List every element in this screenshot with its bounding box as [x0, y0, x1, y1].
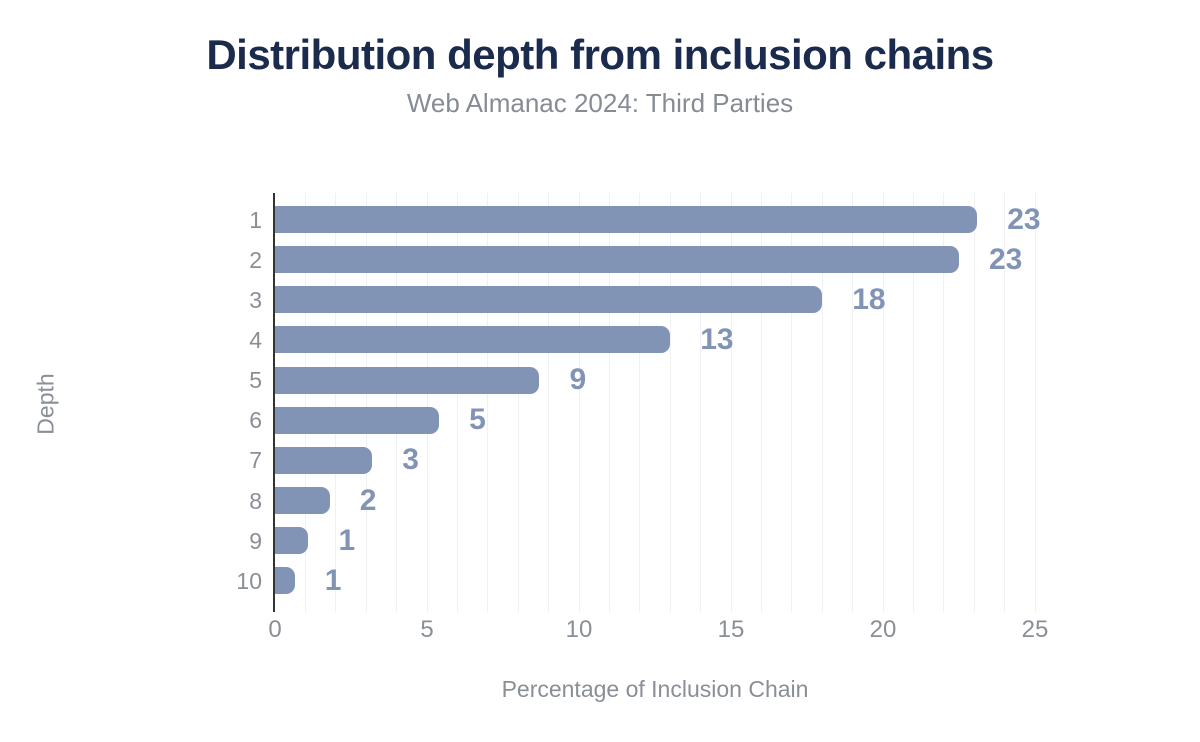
gridline — [487, 193, 489, 612]
y-tick-label-depth-4: 4 — [249, 326, 262, 353]
bar-value-label-depth-6: 5 — [469, 403, 486, 437]
gridline — [730, 193, 732, 612]
bar-value-label-depth-2: 23 — [989, 242, 1023, 276]
x-tick-label-20: 20 — [869, 616, 897, 643]
y-tick-label-depth-8: 8 — [249, 487, 262, 514]
bar-value-label-depth-1: 23 — [1007, 202, 1041, 236]
y-tick-label-depth-7: 7 — [249, 447, 262, 474]
bar-depth-8 — [275, 487, 330, 515]
bar-value-label-depth-10: 1 — [324, 563, 342, 597]
gridline — [639, 193, 641, 612]
bar-depth-5 — [275, 366, 540, 394]
x-tick-label-0: 0 — [268, 616, 282, 643]
y-tick-label-depth-5: 5 — [249, 367, 262, 394]
chart-subtitle: Web Almanac 2024: Third Parties — [406, 88, 794, 118]
bar-depth-3 — [275, 286, 823, 314]
y-tick-label-depth-1: 1 — [249, 206, 262, 233]
bar-depth-10 — [275, 567, 295, 595]
gridline — [943, 193, 945, 612]
y-tick-label-depth-6: 6 — [249, 407, 262, 434]
gridline — [396, 193, 398, 612]
gridline — [335, 193, 337, 612]
gridline — [669, 193, 671, 612]
gridline — [304, 193, 306, 612]
x-tick-label-10: 10 — [565, 616, 593, 643]
x-tick-label-5: 5 — [420, 616, 434, 643]
chart-title: Distribution depth from inclusion chains — [206, 31, 994, 78]
gridline — [426, 193, 428, 612]
bar-depth-6 — [275, 406, 440, 434]
y-tick-label-depth-3: 3 — [249, 286, 262, 313]
gridline — [760, 193, 762, 612]
bar-depth-7 — [275, 446, 373, 474]
gridline — [578, 193, 580, 612]
gridline — [456, 193, 458, 612]
gridline — [912, 193, 914, 612]
x-tick-label-25: 25 — [1021, 616, 1049, 643]
gridline — [791, 193, 793, 612]
bar-depth-1 — [275, 206, 978, 233]
gridline — [548, 193, 550, 612]
x-axis-title: Percentage of Inclusion Chain — [501, 676, 809, 702]
bar-depth-4 — [275, 326, 671, 354]
y-tick-label-depth-9: 9 — [249, 527, 262, 554]
y-axis-line — [273, 193, 275, 612]
gridline — [1034, 193, 1036, 612]
gridline — [821, 193, 823, 612]
bar-value-label-depth-9: 1 — [338, 523, 356, 557]
bar-depth-9 — [275, 527, 309, 555]
bar-depth-2 — [275, 246, 959, 274]
y-axis-title: Depth — [32, 373, 59, 435]
gridline — [608, 193, 610, 612]
x-tick-label-15: 15 — [717, 616, 745, 643]
bar-value-label-depth-8: 2 — [359, 483, 377, 517]
gridline — [517, 193, 519, 612]
gridline — [882, 193, 884, 612]
bar-value-label-depth-4: 13 — [700, 322, 734, 356]
gridline — [973, 193, 975, 612]
gridline — [1004, 193, 1006, 612]
gridline — [852, 193, 854, 612]
gridline — [700, 193, 702, 612]
bar-value-label-depth-7: 3 — [402, 443, 419, 477]
bar-value-label-depth-5: 9 — [569, 363, 587, 397]
y-tick-label-depth-10: 10 — [236, 567, 262, 594]
y-tick-label-depth-2: 2 — [249, 246, 262, 273]
bar-value-label-depth-3: 18 — [852, 282, 886, 316]
gridline — [365, 193, 367, 612]
